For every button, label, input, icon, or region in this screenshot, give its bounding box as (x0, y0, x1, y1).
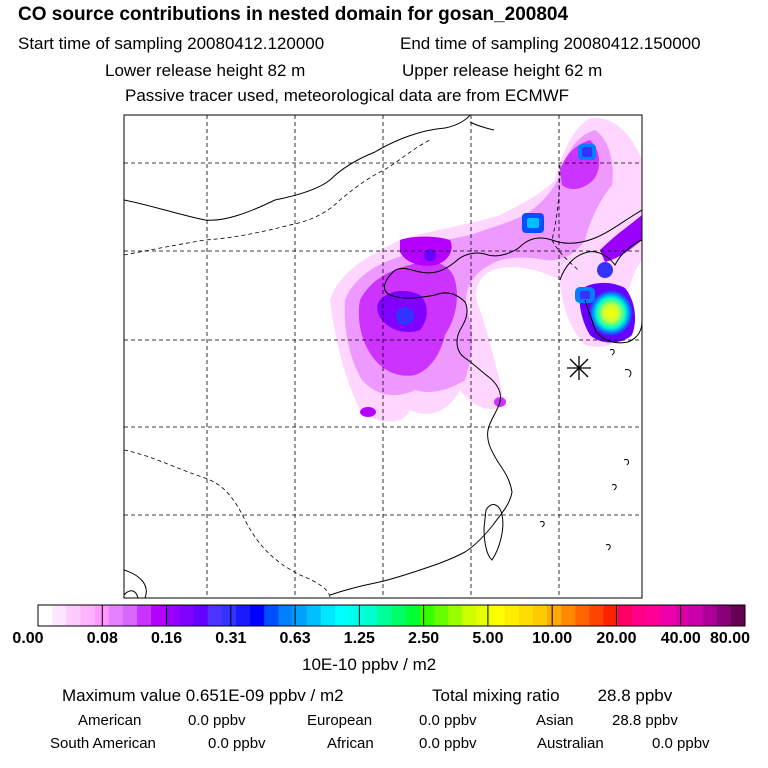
region-value: 0.0 ppbv (419, 735, 477, 752)
colorbar-tick-label: 0.08 (86, 630, 118, 647)
region-value: 0.0 ppbv (419, 712, 477, 729)
colorbar-swatch (136, 605, 152, 626)
colorbar-swatch (448, 605, 463, 626)
colorbar-swatch (363, 605, 378, 626)
colorbar-swatch (462, 605, 477, 626)
colorbar-swatch (391, 605, 407, 626)
start-time-label: Start time of sampling 20080412.120000 (18, 34, 325, 53)
colorbar-swatch (320, 605, 336, 626)
colorbar-swatch (278, 605, 294, 626)
colorbar-swatch (433, 605, 449, 626)
colorbar-unit: 10E-10 ppbv / m2 (302, 655, 437, 674)
colorbar-swatch (349, 605, 364, 626)
colorbar-swatch (419, 605, 435, 626)
region-value: 0.0 ppbv (652, 735, 710, 752)
colorbar-swatch (334, 605, 350, 626)
end-time-label: End time of sampling 20080412.150000 (400, 34, 701, 53)
colorbar-swatch (38, 605, 53, 626)
colorbar-swatch (235, 605, 251, 626)
colorbar-swatch (377, 605, 392, 626)
colorbar-swatch (80, 605, 96, 626)
region-name: European (307, 712, 373, 729)
tracer-note: Passive tracer used, meteorological data… (125, 86, 570, 105)
colorbar-swatch (405, 605, 421, 626)
colorbar-swatch (603, 605, 619, 626)
region-name: Australian (537, 735, 604, 752)
colorbar-swatch (504, 605, 520, 626)
colorbar-swatch (306, 605, 322, 626)
region-name: South American (50, 735, 156, 752)
colorbar-swatch (631, 605, 647, 626)
colorbar-swatch (716, 605, 732, 626)
total-mixing-value: 28.8 ppbv (597, 686, 673, 705)
colorbar-swatch (221, 605, 237, 626)
colorbar-tick-label: 20.00 (596, 630, 637, 647)
colorbar-swatch (292, 605, 308, 626)
total-mixing-ratio: Total mixing ratio 28.8 ppbv (432, 686, 672, 706)
colorbar-swatch (207, 605, 223, 626)
lower-release-label: Lower release height 82 m (105, 61, 306, 80)
colorbar-tick-label: 10.00 (532, 630, 573, 647)
colorbar-tick-label: 1.25 (343, 630, 375, 647)
region-value: 28.8 ppbv (612, 712, 678, 729)
maximum-value: Maximum value 0.651E-09 ppbv / m2 (62, 686, 344, 705)
colorbar (37, 604, 746, 627)
colorbar-swatch (490, 605, 506, 626)
region-name: American (78, 712, 142, 729)
colorbar-swatch (108, 605, 124, 626)
colorbar-swatch (122, 605, 138, 626)
colorbar-swatch (518, 605, 534, 626)
region-value: 0.0 ppbv (208, 735, 266, 752)
colorbar-swatch (250, 605, 265, 626)
colorbar-tick-label: 0.63 (279, 630, 311, 647)
colorbar-swatch (165, 605, 180, 626)
colorbar-swatch (688, 605, 704, 626)
receptor-marker-icon (567, 356, 591, 380)
colorbar-tick-label: 80.00 (709, 630, 751, 647)
region-name: Asian (536, 712, 574, 729)
colorbar-swatch (575, 605, 590, 626)
colorbar-swatch (730, 605, 746, 626)
upper-release-label: Upper release height 62 m (402, 61, 603, 80)
colorbar-swatch (589, 605, 605, 626)
colorbar-swatch (702, 605, 718, 626)
figure-title: CO source contributions in nested domain… (18, 4, 569, 25)
colorbar-swatch (52, 605, 67, 626)
map-frame (123, 114, 643, 599)
colorbar-swatch (561, 605, 576, 626)
colorbar-swatch (646, 605, 661, 626)
colorbar-tick-label: 40.00 (660, 630, 701, 647)
colorbar-swatch (547, 605, 562, 626)
colorbar-swatch (179, 605, 195, 626)
colorbar-tick-label: 0.31 (215, 630, 247, 647)
colorbar-tick-label: 2.50 (408, 630, 440, 647)
coastlines (124, 115, 642, 598)
colorbar-frame (37, 604, 746, 627)
colorbar-tick-label: 5.00 (472, 630, 504, 647)
national-borders (124, 139, 579, 598)
colorbar-tick-label: 0.00 (12, 630, 44, 647)
colorbar-swatch (532, 605, 548, 626)
colorbar-swatch (151, 605, 166, 626)
colorbar-swatch (674, 605, 689, 626)
colorbar-swatch (617, 605, 633, 626)
colorbar-tick-label: 0.16 (150, 630, 183, 647)
colorbar-swatch (476, 605, 491, 626)
colorbar-swatch (66, 605, 81, 626)
total-mixing-label: Total mixing ratio (432, 686, 560, 705)
lat-lon-grid (124, 115, 642, 598)
region-value: 0.0 ppbv (188, 712, 246, 729)
region-name: African (327, 735, 374, 752)
colorbar-swatch (660, 605, 675, 626)
colorbar-swatch (193, 605, 209, 626)
colorbar-swatch (264, 605, 279, 626)
